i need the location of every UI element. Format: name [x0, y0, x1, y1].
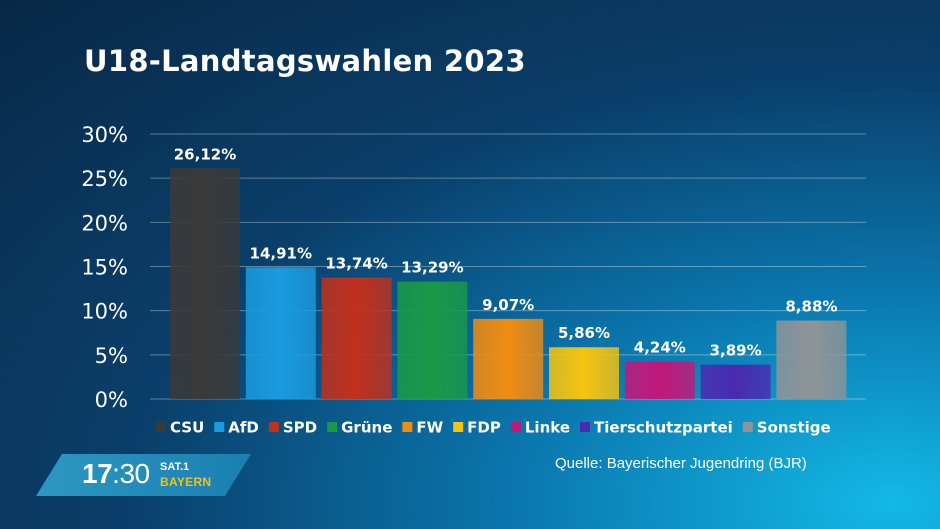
y-tick-label: 15% — [81, 256, 128, 280]
source-note: Quelle: Bayerischer Jugendring (BJR) — [555, 455, 807, 472]
legend-swatch — [742, 422, 753, 432]
logo-time-colon: : — [112, 458, 120, 489]
legend-swatch — [580, 422, 590, 432]
bar — [321, 277, 392, 399]
legend-label: FW — [416, 419, 443, 437]
y-tick-label: 10% — [81, 300, 128, 324]
bar — [245, 267, 316, 399]
legend-swatch — [402, 422, 413, 432]
legend-swatch — [268, 422, 279, 432]
chart-title: U18-Landtagswahlen 2023 — [84, 44, 526, 78]
logo-background — [36, 454, 251, 496]
legend-swatch — [214, 422, 225, 432]
bar — [549, 347, 619, 399]
legend-label: CSU — [170, 419, 204, 437]
data-label: 14,91% — [250, 244, 312, 262]
channel-logo: 17:30 SAT.1 BAYERN — [36, 454, 251, 496]
logo-time: 17:30 — [82, 458, 150, 490]
data-label: 26,12% — [174, 145, 236, 163]
logo-region: BAYERN — [160, 475, 212, 489]
legend-label: AfD — [228, 419, 259, 437]
data-label: 3,89% — [710, 342, 762, 360]
bar — [776, 320, 847, 399]
legend-label: Linke — [525, 419, 570, 437]
bar — [170, 168, 240, 399]
legend-label: FDP — [467, 419, 501, 437]
y-tick-label: 5% — [95, 344, 128, 368]
logo-time-hours: 17 — [82, 458, 113, 489]
bar — [700, 364, 771, 399]
y-tick-label: 25% — [81, 167, 128, 191]
legend-swatch — [327, 422, 338, 432]
data-label: 13,74% — [325, 255, 387, 273]
data-label: 4,24% — [634, 339, 686, 357]
legend-swatch — [510, 422, 521, 432]
legend-label: Tierschutzpartei — [594, 419, 733, 437]
legend-swatch — [156, 422, 166, 432]
data-label: 5,86% — [558, 324, 610, 342]
data-label: 13,29% — [401, 259, 463, 277]
y-tick-label: 30% — [81, 123, 128, 147]
legend-swatch — [453, 422, 464, 432]
bar — [397, 281, 468, 399]
bar — [473, 318, 544, 399]
y-tick-label: 20% — [81, 211, 128, 235]
data-label: 8,88% — [785, 298, 837, 316]
legend-label: SPD — [283, 419, 317, 437]
logo-time-minutes: 30 — [119, 458, 150, 489]
legend-label: Sonstige — [757, 419, 831, 437]
legend-label: Grüne — [341, 419, 392, 437]
data-label: 9,07% — [482, 296, 534, 314]
bar — [624, 361, 695, 399]
y-tick-label: 0% — [95, 388, 128, 412]
logo-channel: SAT.1 — [160, 461, 190, 473]
